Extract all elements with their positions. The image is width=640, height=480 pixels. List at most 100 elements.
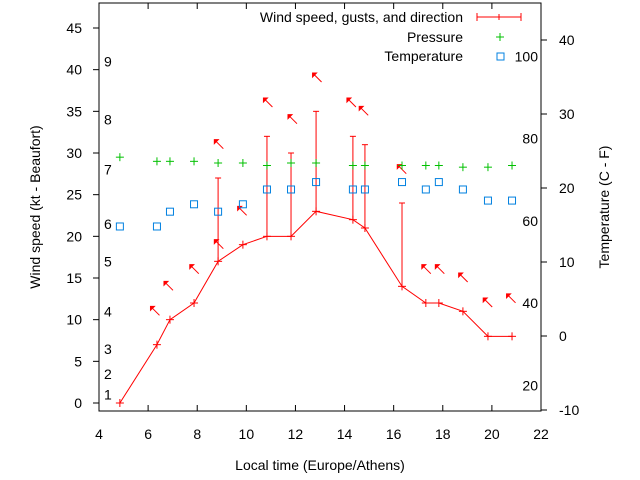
temperature-point xyxy=(421,185,430,194)
wind-point xyxy=(508,332,517,341)
legend-label-temperature: Temperature xyxy=(384,48,463,64)
y2-tick-label: 0 xyxy=(559,328,567,344)
wind-direction-arrow xyxy=(482,297,493,308)
wind-point xyxy=(287,232,296,241)
y2-tick-label: 10 xyxy=(559,254,575,270)
arrow-head xyxy=(213,239,220,245)
wind-direction-arrow xyxy=(421,264,432,275)
wind-direction-arrow xyxy=(213,239,224,250)
wind-point xyxy=(434,299,443,307)
y-tick-label: 15 xyxy=(66,270,82,286)
wind-direction-arrow xyxy=(189,264,200,275)
wind-point xyxy=(262,232,271,241)
pressure-point xyxy=(165,157,174,166)
temperature-point xyxy=(165,207,174,216)
wind-direction-arrow xyxy=(213,139,224,150)
arrow-head xyxy=(506,293,512,300)
arrow-head xyxy=(458,272,464,279)
wind-direction-arrow xyxy=(312,72,322,83)
legend-label-pressure: Pressure xyxy=(407,29,463,45)
wind-direction-arrow xyxy=(458,272,469,283)
wind-point xyxy=(348,215,357,224)
temperature-point xyxy=(287,185,296,194)
temperature-point xyxy=(115,222,124,231)
arrow-head xyxy=(312,72,318,79)
y2-tick-label: 40 xyxy=(559,32,575,48)
pressure-point xyxy=(262,161,271,170)
x-tick-label: 6 xyxy=(144,426,152,442)
temperature-point xyxy=(214,207,223,216)
pressure-point xyxy=(434,161,443,170)
beaufort-label: 4 xyxy=(104,303,112,319)
y-axis-title: Wind speed (kt - Beaufort) xyxy=(27,125,43,288)
fahrenheit-label: 20 xyxy=(522,377,538,393)
pressure-point xyxy=(398,161,407,170)
beaufort-label: 3 xyxy=(104,341,112,357)
pressure-point xyxy=(360,161,369,170)
temperature-point xyxy=(152,222,161,231)
arrow-head xyxy=(421,264,428,270)
legend-swatch-pressure xyxy=(496,33,504,41)
fahrenheit-label: 60 xyxy=(522,213,538,229)
fahrenheit-label: 80 xyxy=(522,131,538,147)
wind-point xyxy=(421,299,430,307)
y2-tick-label: 30 xyxy=(559,106,575,122)
y2-tick-label: -10 xyxy=(559,402,579,418)
arrow-head xyxy=(287,114,294,120)
arrow-head xyxy=(482,297,489,304)
wind-direction-arrow xyxy=(506,293,516,304)
pressure-point xyxy=(348,161,357,170)
plot-frame xyxy=(98,2,542,412)
beaufort-label: 5 xyxy=(104,253,112,269)
temperature-point xyxy=(312,178,321,187)
beaufort-label: 2 xyxy=(104,366,112,382)
wind-point xyxy=(458,307,467,316)
legend-swatch-temperature xyxy=(496,52,505,61)
y-tick-label: 5 xyxy=(74,353,82,369)
arrow-head xyxy=(163,280,170,287)
beaufort-label: 8 xyxy=(104,112,112,128)
arrow-head xyxy=(213,139,220,145)
temperature-point xyxy=(190,200,199,209)
wind-direction-arrow xyxy=(358,105,369,116)
y-tick-label: 0 xyxy=(74,395,82,411)
temperature-point xyxy=(238,200,247,209)
temperature-point xyxy=(458,185,467,194)
x-tick-label: 4 xyxy=(95,426,103,442)
wind-point xyxy=(152,340,161,349)
arrow-head xyxy=(189,264,195,270)
wind-direction-arrow xyxy=(287,114,298,125)
wind-direction-arrow xyxy=(434,264,445,275)
y-tick-label: 25 xyxy=(66,187,82,203)
y-tick-label: 10 xyxy=(66,312,82,328)
pressure-point xyxy=(152,157,161,166)
pressure-point xyxy=(312,159,321,167)
y-tick-label: 20 xyxy=(66,228,82,244)
wind-direction-arrow xyxy=(262,97,273,108)
arrow-head xyxy=(149,305,156,312)
beaufort-label: 6 xyxy=(104,216,112,232)
fahrenheit-label: 100 xyxy=(515,48,539,64)
beaufort-label: 1 xyxy=(104,387,112,403)
arrow-head xyxy=(434,264,441,270)
temperature-point xyxy=(360,185,369,194)
temperature-point xyxy=(508,196,517,205)
x-tick-label: 20 xyxy=(484,426,500,442)
wind-point xyxy=(115,399,124,407)
y-tick-label: 45 xyxy=(66,20,82,36)
temperature-point xyxy=(434,178,443,187)
temperature-point xyxy=(348,185,357,194)
pressure-point xyxy=(214,159,223,167)
arrow-head xyxy=(346,97,353,104)
x-axis-title: Local time (Europe/Athens) xyxy=(235,457,405,473)
y2-axis-title: Temperature (C - F) xyxy=(596,146,612,269)
wind-point xyxy=(398,282,407,291)
x-tick-label: 18 xyxy=(435,426,451,442)
temperature-point xyxy=(398,178,407,187)
pressure-point xyxy=(115,153,124,162)
temperature-point xyxy=(483,196,492,205)
x-tick-label: 8 xyxy=(193,426,201,442)
arrow-head xyxy=(358,105,365,112)
wind-point xyxy=(312,207,321,216)
